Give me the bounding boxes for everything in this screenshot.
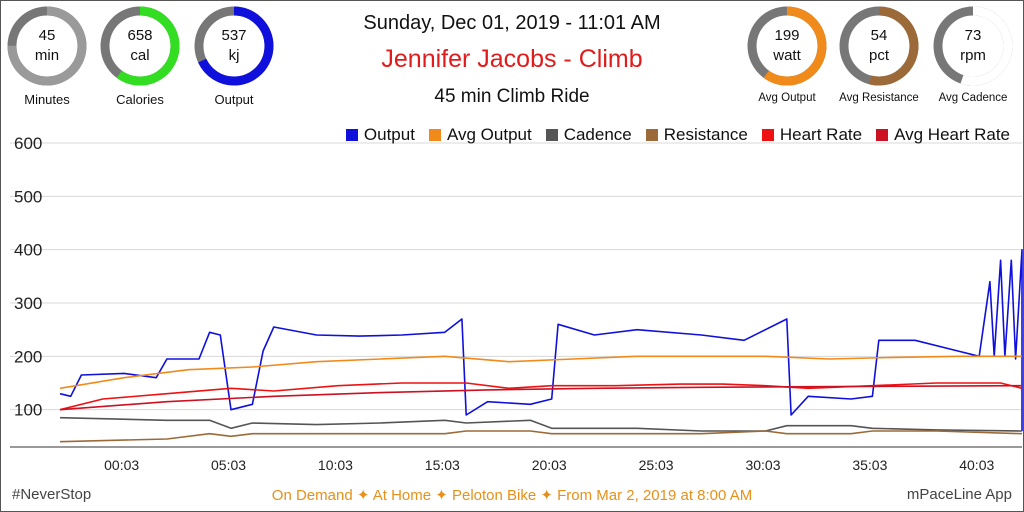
gauge-ring (933, 6, 1013, 86)
gauge-avg-cadence: 73 rpm Avg Cadence (933, 6, 1013, 104)
gauge-value: 54 (870, 27, 888, 44)
gauge-ring (100, 6, 180, 86)
legend-label: Avg Heart Rate (894, 125, 1010, 144)
x-tick-label: 35:03 (852, 457, 887, 473)
gauge-fill (7, 6, 87, 86)
y-tick-label: 500 (14, 187, 42, 206)
legend-label: Cadence (563, 125, 632, 144)
legend-label: Avg Output (446, 125, 532, 144)
gauge-ring (194, 6, 274, 86)
x-tick-label: 05:03 (211, 457, 246, 473)
gauge-value: 73 (964, 27, 982, 44)
gauge-unit: watt (773, 47, 801, 64)
series-line-avg-output (59, 355, 1022, 390)
gauge-unit: min (34, 47, 60, 64)
x-tick-label: 20:03 (532, 457, 567, 473)
legend-label: Resistance (663, 125, 748, 144)
x-tick-label: 00:03 (104, 457, 139, 473)
legend-item-heart-rate: Heart Rate (761, 125, 863, 145)
gauge-value: 537 (221, 27, 247, 44)
legend-item-avg-output: Avg Output (428, 125, 532, 145)
gauge-output: 537 kj Output (194, 6, 274, 107)
ride-title: Jennifer Jacobs - Climb (381, 45, 643, 73)
gauge-label: Avg Output (758, 92, 816, 104)
legend-swatch (345, 129, 358, 141)
gauge-fill (194, 6, 274, 86)
y-tick-label: 300 (14, 294, 42, 313)
series-line-avg-heart-rate (59, 384, 1023, 411)
legend-item-output: Output (345, 125, 415, 145)
gauge-label: Avg Resistance (839, 92, 919, 104)
gauge-value: 45 (38, 27, 56, 44)
legend-item-cadence: Cadence (545, 125, 632, 145)
series-line-cadence (59, 416, 1023, 432)
ride-name: 45 min Climb Ride (434, 86, 590, 107)
x-tick-label: 40:03 (959, 457, 994, 473)
gauge-label: Avg Cadence (938, 92, 1008, 104)
x-tick-label: 25:03 (639, 457, 674, 473)
gauge-ring (7, 6, 87, 86)
gauge-ring (839, 6, 919, 86)
gauge-label: Calories (116, 92, 164, 107)
legend-swatch (645, 129, 658, 141)
legend-item-avg-heart-rate: Avg Heart Rate (876, 125, 1010, 145)
gauge-fill (839, 6, 919, 86)
gauge-unit: pct (868, 47, 889, 64)
legend-swatch (428, 129, 441, 141)
gauge-value: 658 (127, 27, 153, 44)
y-tick-label: 200 (14, 347, 42, 366)
gauge-value: 199 (774, 27, 800, 44)
footer-source: On Demand ✦ At Home ✦ Peloton Bike ✦ Fro… (271, 487, 753, 504)
legend-swatch (545, 129, 558, 141)
gauge-fill (933, 6, 1013, 86)
legend-swatch (876, 129, 889, 141)
legend-item-resistance: Resistance (645, 125, 748, 145)
x-tick-label: 10:03 (318, 457, 353, 473)
gauge-avg-resistance: 54 pct Avg Resistance (839, 6, 919, 104)
gauge-label: Minutes (24, 92, 70, 107)
gauge-fill (747, 6, 827, 86)
gauge-fill (100, 6, 180, 86)
legend-swatch (761, 129, 774, 141)
chart-legend: Output Avg Output Cadence Resistance Heart R… (345, 125, 1010, 145)
legend-label: Heart Rate (779, 125, 863, 144)
series-line-output (59, 248, 1023, 431)
footer-hashtag: #NeverStop (12, 486, 92, 503)
y-tick-label: 100 (14, 401, 42, 420)
y-tick-label: 600 (14, 134, 42, 153)
series-line-resistance (59, 430, 1023, 443)
gauge-calories: 658 cal Calories (100, 6, 180, 107)
x-tick-label: 15:03 (425, 457, 460, 473)
gauge-unit: cal (130, 47, 150, 64)
legend-label: Output (363, 125, 415, 144)
gauge-label: Output (214, 92, 254, 107)
gauge-minutes: 45 min Minutes (7, 6, 87, 107)
ride-date: Sunday, Dec 01, 2019 - 11:01 AM (363, 12, 661, 34)
gauge-unit: kj (228, 47, 240, 64)
x-tick-label: 30:03 (745, 457, 780, 473)
gauge-ring (747, 6, 827, 86)
footer-app: mPaceLine App (906, 486, 1012, 503)
gauge-avg-output: 199 watt Avg Output (747, 6, 827, 104)
y-tick-label: 400 (14, 241, 42, 260)
gauge-unit: rpm (960, 47, 986, 64)
